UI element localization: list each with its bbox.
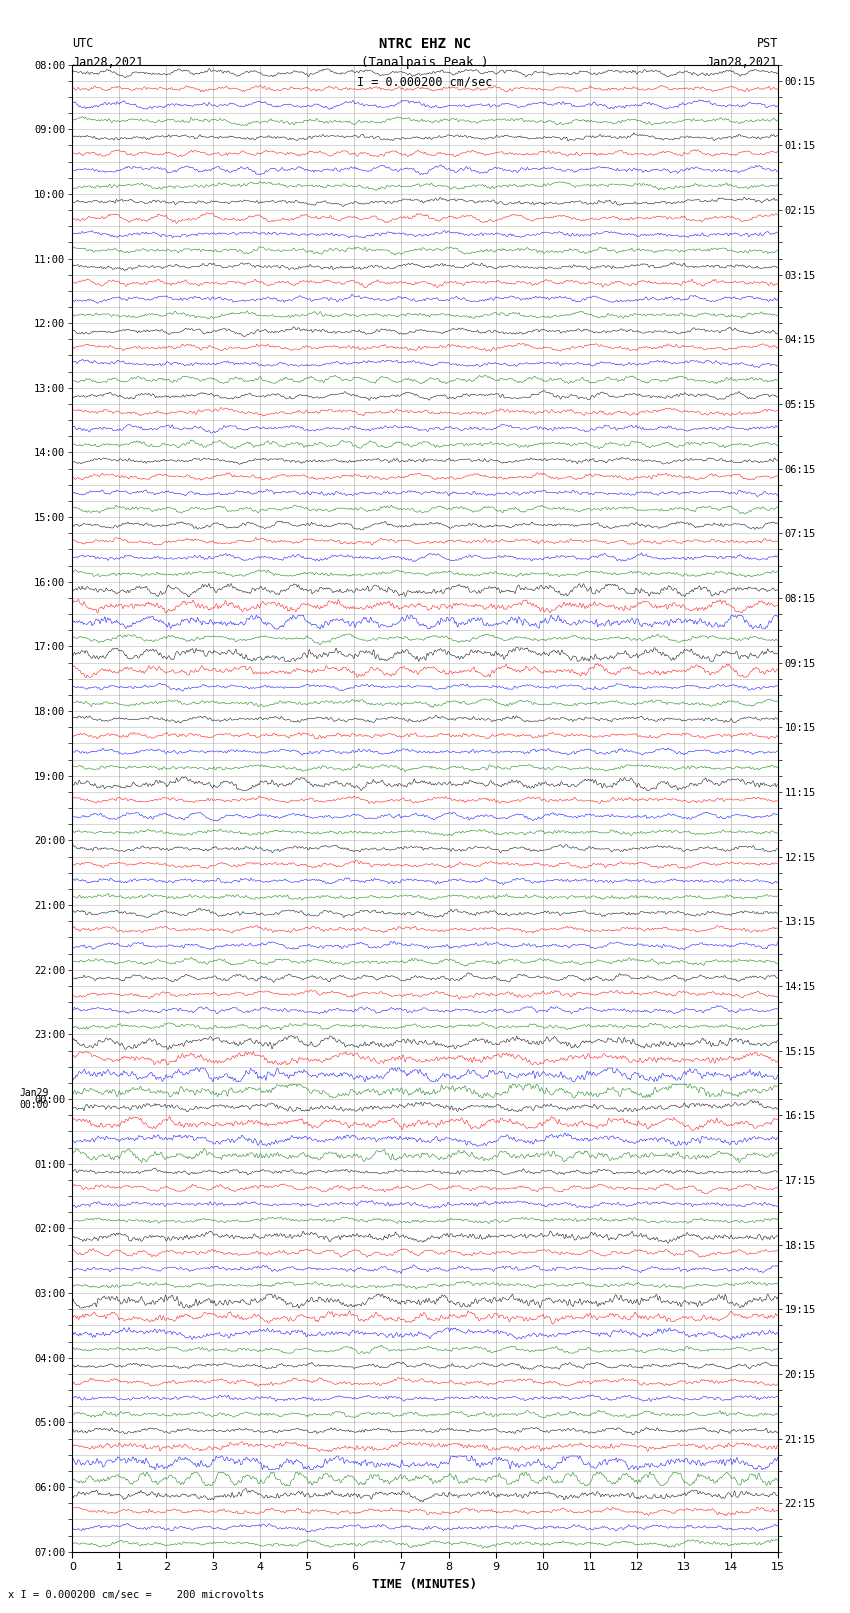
Text: I = 0.000200 cm/sec: I = 0.000200 cm/sec	[357, 76, 493, 89]
Text: UTC: UTC	[72, 37, 94, 50]
Text: Jan28,2021: Jan28,2021	[706, 56, 778, 69]
Text: NTRC EHZ NC: NTRC EHZ NC	[379, 37, 471, 52]
Text: x I = 0.000200 cm/sec =    200 microvolts: x I = 0.000200 cm/sec = 200 microvolts	[8, 1590, 264, 1600]
X-axis label: TIME (MINUTES): TIME (MINUTES)	[372, 1578, 478, 1590]
Text: (Tanalpais Peak ): (Tanalpais Peak )	[361, 56, 489, 69]
Text: Jan28,2021: Jan28,2021	[72, 56, 144, 69]
Text: Jan29
00:00: Jan29 00:00	[20, 1089, 48, 1110]
Text: PST: PST	[756, 37, 778, 50]
